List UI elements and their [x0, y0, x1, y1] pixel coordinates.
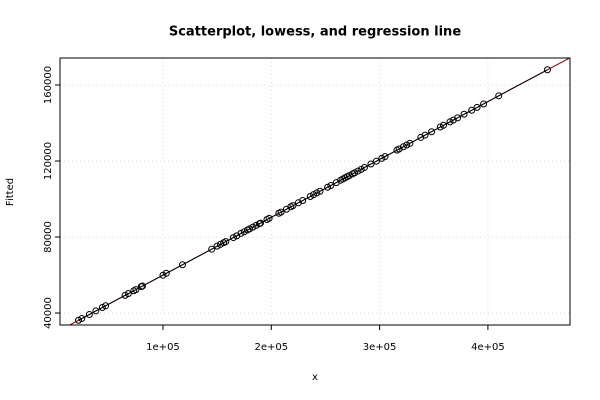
point: [277, 208, 285, 216]
x-tick-label: 4e+05: [471, 342, 505, 353]
point: [440, 121, 448, 129]
point: [421, 131, 429, 139]
y-tick-label: 80000: [43, 221, 54, 253]
point: [468, 106, 476, 114]
point: [372, 157, 380, 165]
point: [381, 153, 389, 161]
point: [428, 128, 436, 136]
x-tick-label: 1e+05: [146, 342, 180, 353]
plot-frame: [59, 57, 571, 326]
lowess-line: [78, 69, 548, 321]
point: [208, 245, 216, 253]
point: [124, 290, 132, 298]
point: [454, 114, 462, 122]
point: [85, 311, 93, 319]
point: [495, 92, 503, 100]
point: [360, 163, 368, 171]
point: [327, 182, 335, 190]
y-tick-label: 160000: [43, 66, 54, 104]
y-tick-label: 40000: [43, 297, 54, 329]
data-layer: [68, 58, 570, 325]
x-tick-label: 3e+05: [363, 342, 397, 353]
point: [299, 197, 307, 205]
point: [460, 110, 468, 118]
y-tick-label: 120000: [43, 142, 54, 180]
point: [367, 160, 375, 168]
x-axis-label: x: [312, 372, 318, 383]
point: [178, 261, 186, 269]
point: [289, 202, 297, 210]
point: [78, 315, 86, 323]
point: [102, 302, 110, 310]
chart-title: Scatterplot, lowess, and regression line: [169, 25, 461, 40]
point: [162, 269, 170, 277]
point: [138, 282, 146, 290]
point: [543, 66, 551, 74]
point: [256, 219, 264, 227]
point: [316, 187, 324, 195]
point: [222, 238, 230, 246]
plot-area: [60, 58, 570, 325]
point: [132, 286, 140, 294]
point: [473, 103, 481, 111]
point: [265, 214, 273, 222]
y-axis-label: Fitted: [5, 178, 16, 206]
point: [92, 307, 100, 315]
point: [406, 139, 414, 147]
x-tick-label: 2e+05: [254, 342, 288, 353]
point: [480, 100, 488, 108]
